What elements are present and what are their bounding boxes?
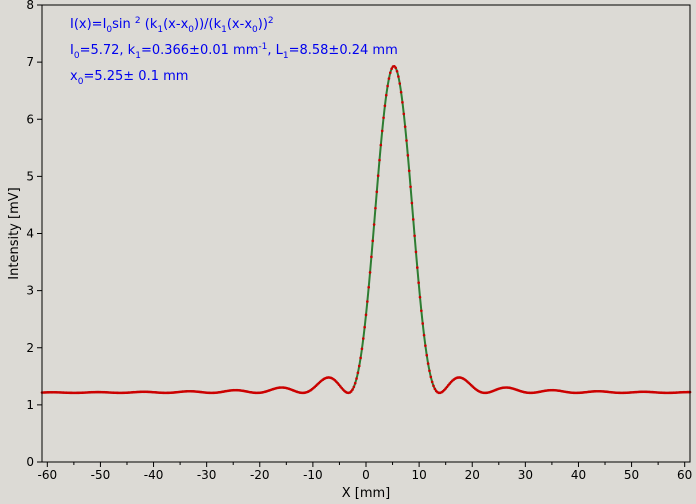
data-point <box>382 116 385 120</box>
fit-parameters-annotation: I0=5.72, k1=0.366±0.01 mm-1, L1=8.58±0.2… <box>70 42 398 61</box>
data-point <box>378 158 381 162</box>
data-point <box>407 169 411 173</box>
y-tick-label: 7 <box>26 55 34 69</box>
y-tick-label: 6 <box>26 112 34 126</box>
y-tick-label: 1 <box>26 398 34 412</box>
x-tick-label: -30 <box>197 468 217 482</box>
data-point <box>375 190 379 194</box>
plot-frame <box>41 4 691 463</box>
data-point <box>372 223 376 226</box>
data-point <box>359 356 362 360</box>
data-point <box>402 112 406 116</box>
data-point <box>357 364 361 368</box>
y-tick-label: 5 <box>26 169 34 183</box>
data-point <box>421 322 425 325</box>
data-point <box>390 67 393 70</box>
data-point <box>395 69 399 73</box>
data-point <box>416 266 419 269</box>
data-point <box>387 77 391 80</box>
data-points <box>40 64 692 395</box>
x0-annotation: x0=5.25± 0.1 mm <box>70 69 188 87</box>
y-tick-label: 4 <box>26 227 34 241</box>
x-tick-label: 20 <box>465 468 480 482</box>
data-point <box>360 347 364 351</box>
data-point <box>380 129 384 133</box>
data-point <box>389 71 392 75</box>
data-point <box>425 353 429 357</box>
data-point <box>420 309 423 313</box>
x-axis-label: X [mm] <box>342 486 391 501</box>
x-tick-label: -60 <box>38 468 58 482</box>
data-point <box>394 66 398 70</box>
x-tick-label: 30 <box>518 468 533 482</box>
axis-ticks: -60 -50 -40 -30 -20 -10 0 10 20 30 40 50 60 0 1 2 3 4 5 6 7 8 <box>26 0 692 482</box>
data-point <box>397 75 400 78</box>
data-point <box>424 344 427 348</box>
data-point <box>428 369 431 373</box>
x-tick-label: 60 <box>677 468 692 482</box>
data-point <box>352 385 356 389</box>
y-tick-label: 2 <box>26 341 34 355</box>
data-point <box>422 333 426 337</box>
data-point <box>374 206 377 210</box>
data-point <box>362 337 365 340</box>
data-point <box>399 90 403 94</box>
data-point <box>379 143 383 147</box>
y-tick-label: 3 <box>26 284 34 298</box>
y-axis-label: Intensity [mV] <box>7 187 22 279</box>
data-point <box>418 295 422 299</box>
data-point <box>367 286 371 289</box>
data-point <box>349 390 353 393</box>
data-point <box>429 375 433 379</box>
data-point <box>351 388 354 391</box>
data-point <box>430 380 434 384</box>
x-tick-label: -20 <box>250 468 270 482</box>
data-point <box>413 234 416 238</box>
data-point <box>355 377 358 380</box>
data-point <box>353 381 357 385</box>
data-point <box>384 93 388 97</box>
data-point <box>398 82 402 85</box>
data-point <box>368 271 372 274</box>
x-tick-label: 50 <box>624 468 639 482</box>
data-point <box>403 125 407 128</box>
y-tick-label: 8 <box>26 0 34 12</box>
data-point <box>426 362 430 365</box>
x-tick-label: -40 <box>144 468 164 482</box>
data-point <box>364 313 368 317</box>
data-point <box>401 101 404 104</box>
data-point <box>370 255 373 259</box>
data-point <box>376 174 380 177</box>
x-tick-label: 40 <box>571 468 586 482</box>
data-point <box>417 281 420 285</box>
plot-area <box>42 5 690 462</box>
data-point <box>433 387 437 391</box>
x-tick-label: 0 <box>362 468 370 482</box>
data-point <box>405 139 408 142</box>
data-point <box>356 371 360 375</box>
data-point <box>386 84 389 88</box>
data-point <box>406 154 410 157</box>
data-point <box>414 250 418 254</box>
data-point <box>411 218 415 221</box>
data-point <box>363 325 366 329</box>
x-tick-label: -10 <box>303 468 323 482</box>
formula-annotation: I(x)=I0sin 2 (k1(x-x0))/(k1(x-x0))2 <box>70 16 274 35</box>
data-point <box>410 201 414 205</box>
data-point <box>432 384 435 388</box>
data-point <box>366 300 369 303</box>
data-point <box>383 104 387 108</box>
data-point <box>409 185 412 189</box>
y-tick-label: 0 <box>26 455 34 469</box>
data-point <box>371 239 375 243</box>
x-tick-label: -50 <box>91 468 111 482</box>
x-tick-label: 10 <box>411 468 426 482</box>
